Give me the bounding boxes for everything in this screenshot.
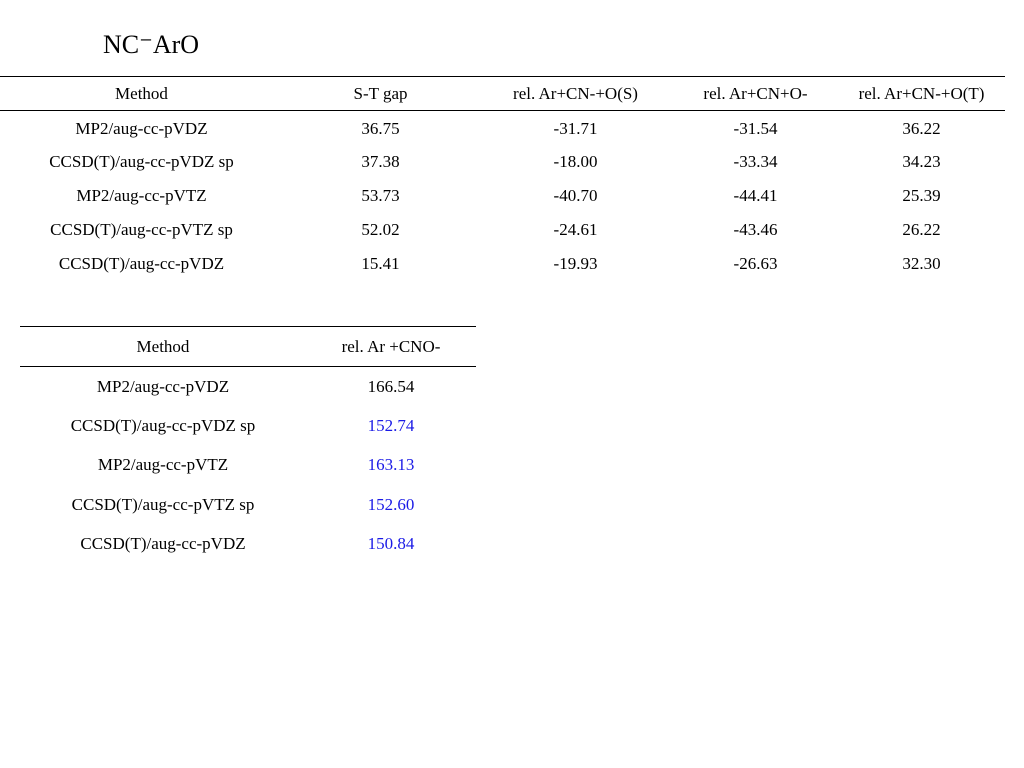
column-header-st-gap: S-T gap <box>283 76 478 111</box>
value-cell: -24.61 <box>553 219 598 239</box>
method-cell: CCSD(T)/aug-cc-pVDZ sp <box>70 415 256 435</box>
value-cell: -31.54 <box>733 118 778 138</box>
method-cell: MP2/aug-cc-pVTZ <box>76 185 207 205</box>
method-cell: MP2/aug-cc-pVTZ <box>97 455 229 475</box>
value-cell: 34.23 <box>902 151 941 171</box>
column-header-rel-o-anion: rel. Ar+CN+O- <box>673 76 838 111</box>
column-header-method: Method <box>20 326 306 367</box>
value-cell: 52.02 <box>361 219 400 239</box>
value-cell: 37.38 <box>361 151 400 171</box>
value-cell: -43.46 <box>733 219 778 239</box>
value-cell: 32.30 <box>902 253 941 273</box>
page-title: NC⁻ArO <box>103 30 200 59</box>
value-cell: 166.54 <box>367 376 415 396</box>
value-cell: 15.41 <box>361 253 400 273</box>
table-row: MP2/aug-cc-pVDZ 36.75 -31.71 -31.54 36.2… <box>0 111 1005 145</box>
column-header-rel-cno: rel. Ar +CNO- <box>306 326 476 367</box>
cno-energy-table: Method rel. Ar +CNO- MP2/aug-cc-pVDZ 166… <box>20 326 476 564</box>
value-cell: -44.41 <box>733 185 778 205</box>
column-header-rel-s: rel. Ar+CN-+O(S) <box>478 76 673 111</box>
value-cell: 53.73 <box>361 185 400 205</box>
value-cell: -18.00 <box>553 151 598 171</box>
value-cell: 36.75 <box>361 118 400 138</box>
table-header-row: Method S-T gap rel. Ar+CN-+O(S) rel. Ar+… <box>0 76 1005 111</box>
value-cell: 26.22 <box>902 219 941 239</box>
table-row: CCSD(T)/aug-cc-pVDZ 150.84 <box>20 525 476 565</box>
table-row: CCSD(T)/aug-cc-pVDZ sp 37.38 -18.00 -33.… <box>0 145 1005 179</box>
table-row: CCSD(T)/aug-cc-pVDZ 15.41 -19.93 -26.63 … <box>0 247 1005 281</box>
highlighted-value-cell: 163.13 <box>367 455 415 475</box>
value-cell: -31.71 <box>553 118 598 138</box>
method-cell: CCSD(T)/aug-cc-pVDZ <box>80 534 246 554</box>
column-header-method: Method <box>0 76 283 111</box>
value-cell: 25.39 <box>902 185 941 205</box>
table-header-row: Method rel. Ar +CNO- <box>20 326 476 367</box>
method-cell: CCSD(T)/aug-cc-pVDZ sp <box>49 151 234 171</box>
value-cell: -40.70 <box>553 185 598 205</box>
method-cell: MP2/aug-cc-pVDZ <box>96 376 230 396</box>
highlighted-value-cell: 152.74 <box>367 415 415 435</box>
column-header-rel-t: rel. Ar+CN-+O(T) <box>838 76 1005 111</box>
value-cell: -33.34 <box>733 151 778 171</box>
method-cell: CCSD(T)/aug-cc-pVTZ sp <box>71 494 255 514</box>
table-row: CCSD(T)/aug-cc-pVDZ sp 152.74 <box>20 406 476 446</box>
table-row: MP2/aug-cc-pVTZ 53.73 -40.70 -44.41 25.3… <box>0 179 1005 213</box>
table-row: CCSD(T)/aug-cc-pVTZ sp 152.60 <box>20 485 476 525</box>
method-cell: CCSD(T)/aug-cc-pVTZ sp <box>50 219 233 239</box>
table-row: CCSD(T)/aug-cc-pVTZ sp 52.02 -24.61 -43.… <box>0 213 1005 247</box>
method-cell: CCSD(T)/aug-cc-pVDZ <box>58 253 225 273</box>
method-cell: MP2/aug-cc-pVDZ <box>75 118 208 138</box>
table-row: MP2/aug-cc-pVDZ 166.54 <box>20 367 476 407</box>
value-cell: -26.63 <box>733 253 778 273</box>
highlighted-value-cell: 152.60 <box>367 494 415 514</box>
highlighted-value-cell: 150.84 <box>367 534 415 554</box>
energy-table: Method S-T gap rel. Ar+CN-+O(S) rel. Ar+… <box>0 76 1005 281</box>
table-row: MP2/aug-cc-pVTZ 163.13 <box>20 446 476 486</box>
value-cell: 36.22 <box>902 118 941 138</box>
value-cell: -19.93 <box>553 253 598 273</box>
